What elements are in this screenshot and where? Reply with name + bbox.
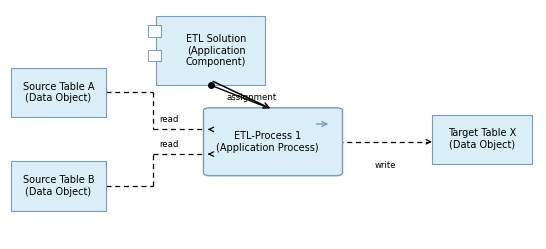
Text: ETL-Process 1
(Application Process): ETL-Process 1 (Application Process) xyxy=(216,131,319,153)
Text: write: write xyxy=(374,161,396,170)
FancyBboxPatch shape xyxy=(148,50,161,62)
Text: assignment: assignment xyxy=(227,93,277,102)
Text: read: read xyxy=(159,140,179,149)
FancyBboxPatch shape xyxy=(148,25,161,37)
Text: Target Table X
(Data Object): Target Table X (Data Object) xyxy=(448,128,517,150)
FancyBboxPatch shape xyxy=(11,161,106,211)
FancyBboxPatch shape xyxy=(204,108,342,176)
FancyBboxPatch shape xyxy=(11,68,106,117)
Text: ETL Solution
(Application
Component): ETL Solution (Application Component) xyxy=(186,34,246,67)
Text: Source Table B
(Data Object): Source Table B (Data Object) xyxy=(22,175,94,197)
FancyBboxPatch shape xyxy=(432,115,532,164)
Text: Source Table A
(Data Object): Source Table A (Data Object) xyxy=(23,82,94,103)
Text: read: read xyxy=(159,115,179,124)
FancyBboxPatch shape xyxy=(156,16,265,85)
